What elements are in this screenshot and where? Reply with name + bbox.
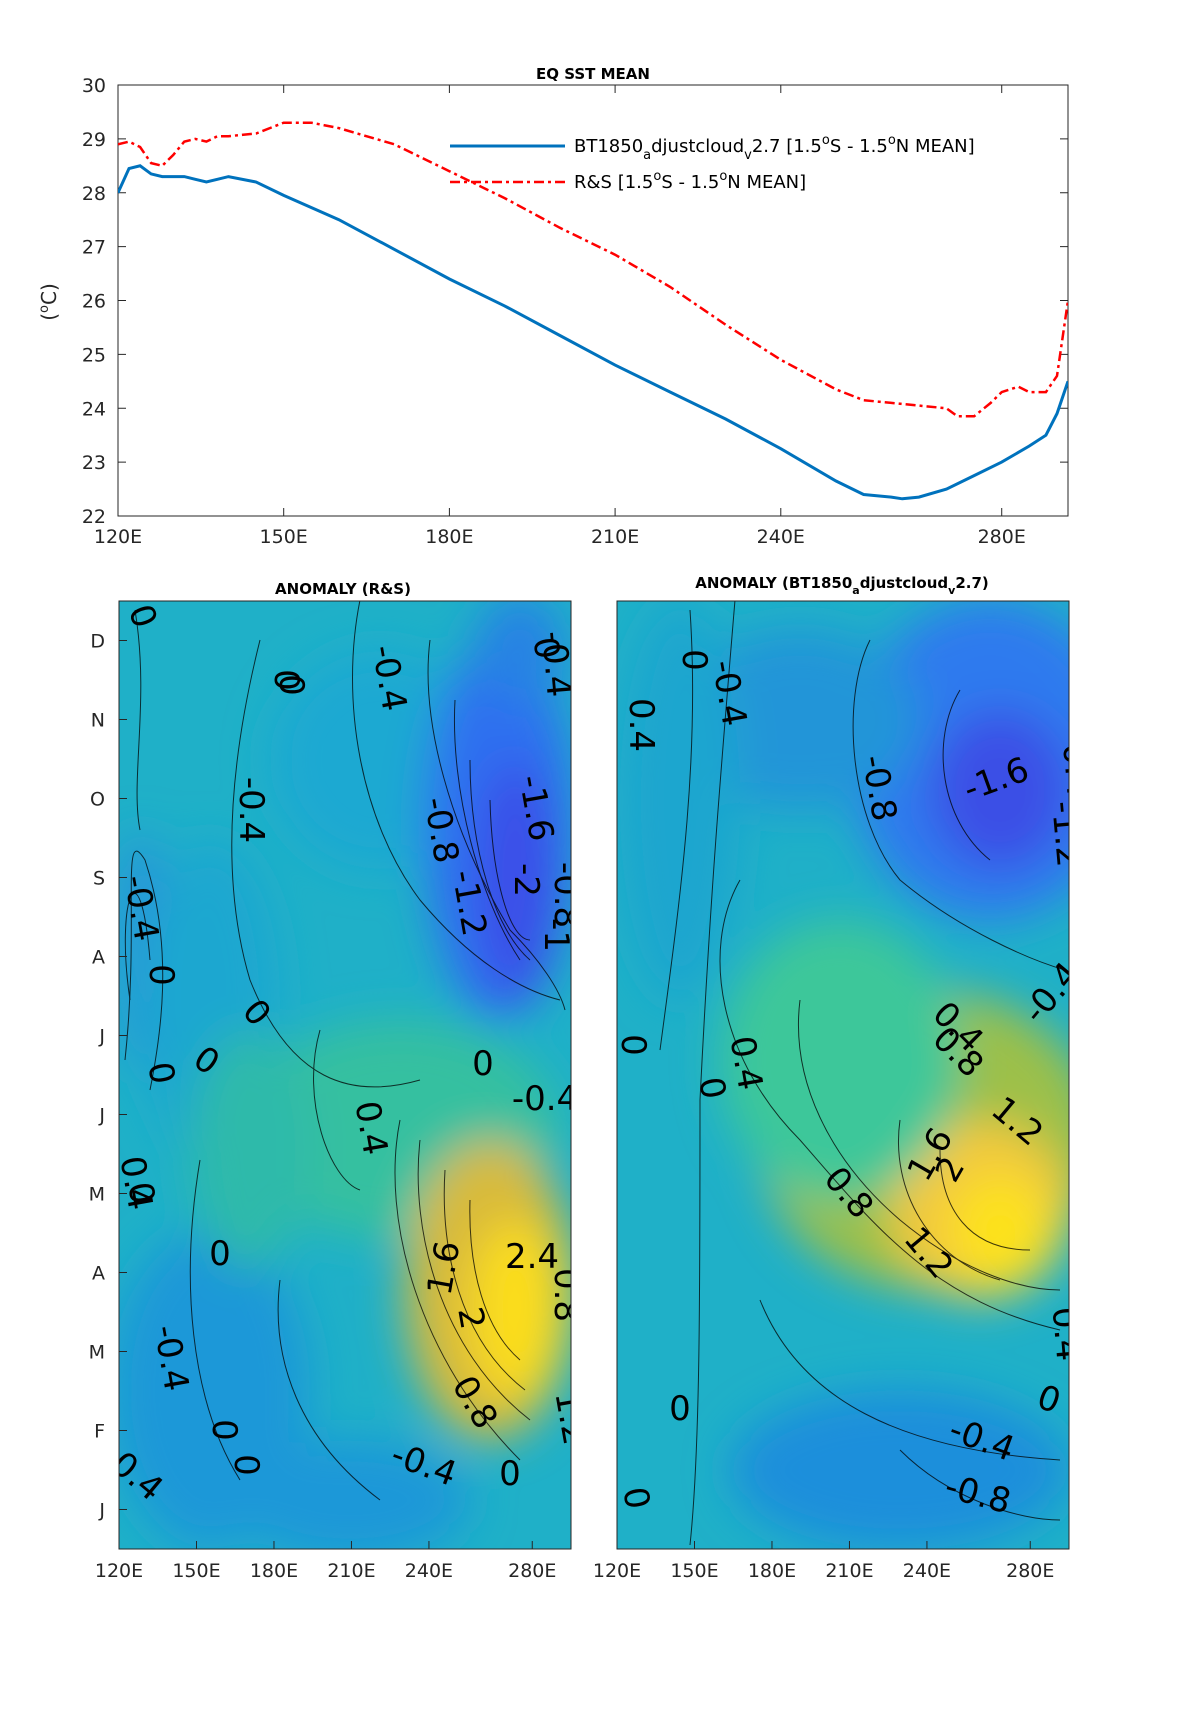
- sst-chart-title: EQ SST MEAN: [536, 65, 650, 83]
- sst-y-tick-label: 25: [82, 344, 106, 366]
- heatmap-x-tick-label: 120E: [593, 1560, 641, 1582]
- heatmap-x-tick-label: 150E: [670, 1560, 718, 1582]
- heatmap-y-tick-label: F: [94, 1421, 105, 1443]
- sst-y-tick-label: 27: [82, 237, 106, 259]
- contour-label: -1: [536, 918, 576, 952]
- contour-label: -0.4: [231, 777, 271, 843]
- contour-label: 0.4: [621, 698, 661, 752]
- sst-legend: BT1850adjustcloudv2.7 [1.5oS - 1.5oN MEA…: [450, 133, 975, 193]
- contour-label: 0: [472, 1044, 494, 1084]
- contour-label: -2: [506, 863, 546, 897]
- sst-y-tick-label: 23: [82, 452, 106, 474]
- contour-label: 0: [669, 1389, 691, 1429]
- contour-label: 0: [226, 1454, 266, 1476]
- series-line-bt1850: [118, 164, 1068, 501]
- sst-mean-chart: EQ SST MEAN 120E 150E 180E 210E 240E 280E 222…: [37, 65, 1069, 548]
- heatmap-y-tick-label: M: [89, 1184, 105, 1206]
- heatmap-x-tick-label: 240E: [903, 1560, 951, 1582]
- heatmap-x-tick-label: 280E: [508, 1560, 556, 1582]
- contour-label: 2.4: [505, 1237, 559, 1277]
- contour-label: 0: [613, 1034, 653, 1056]
- contour-label: 0: [674, 649, 714, 671]
- contour-label: 0: [204, 1419, 244, 1441]
- contour-label: -0.8: [546, 862, 586, 928]
- sst-y-tick-label: 28: [82, 183, 106, 205]
- contour-label: 0.4: [721, 1033, 770, 1093]
- heatmap-y-tick-label: J: [98, 1105, 105, 1127]
- anomaly-rs-title: ANOMALY (R&S): [275, 580, 411, 598]
- sst-x-tick-label: 150E: [260, 526, 308, 548]
- contour-label: 0.4: [1044, 1305, 1089, 1362]
- contour-label: 0: [499, 1454, 521, 1494]
- heatmap-y-tick-label: D: [90, 631, 105, 653]
- anomaly-bt1850-x-ticks: 120E 150E 180E 210E 240E 280E: [593, 1541, 1054, 1582]
- anomaly-rs-chart: ANOMALY (R&S): [89, 580, 586, 1582]
- heatmap-y-tick-label: J: [98, 1026, 105, 1048]
- heatmap-y-tick-label: S: [93, 868, 105, 890]
- heatmap-x-tick-label: 210E: [327, 1560, 375, 1582]
- contour-label: -1.2: [1043, 799, 1089, 869]
- heatmap-y-tick-label: M: [89, 1342, 105, 1364]
- anomaly-rs-x-ticks: 120E 150E 180E 210E 240E 280E: [95, 1541, 556, 1582]
- sst-x-tick-label: 210E: [591, 526, 639, 548]
- contour-label: -0.4: [1053, 729, 1099, 799]
- heatmap-y-tick-label: N: [91, 710, 105, 732]
- anomaly-bt1850-title: ANOMALY (BT1850adjustcloudv2.7): [695, 574, 989, 597]
- contour-label: 1.6: [420, 1238, 469, 1298]
- sst-x-tick-label: 240E: [757, 526, 805, 548]
- sst-y-ticks: 22 23 24 25 26 27 28 29 30: [82, 75, 1068, 528]
- sst-plot-area: [117, 84, 1069, 517]
- heatmap-x-tick-label: 180E: [250, 1560, 298, 1582]
- sst-y-tick-label: 26: [82, 291, 106, 313]
- heatmap-x-tick-label: 210E: [825, 1560, 873, 1582]
- heatmap-y-tick-label: O: [90, 789, 105, 811]
- sst-x-ticks: 120E 150E 180E 210E 240E 280E: [94, 85, 1026, 548]
- sst-y-tick-label: 22: [82, 506, 106, 528]
- heatmap-x-tick-label: 280E: [1006, 1560, 1054, 1582]
- sst-y-axis-label: (oC): [37, 283, 61, 321]
- heatmap-x-tick-label: 150E: [172, 1560, 220, 1582]
- heatmap-x-tick-label: 120E: [95, 1560, 143, 1582]
- heatmap-y-tick-label: J: [98, 1500, 105, 1522]
- legend-entry-bt1850: BT1850adjustcloudv2.7 [1.5oS - 1.5oN MEA…: [574, 133, 975, 163]
- contour-label: 0: [271, 674, 311, 696]
- anomaly-rs-y-ticks: J F M A M J J A S O N D: [89, 631, 127, 1522]
- sst-y-tick-label: 24: [82, 398, 106, 420]
- contour-label: 0: [209, 1234, 231, 1274]
- anomaly-bt1850-field: 0-0.40.4-0.8 -1.6-1.2-0.400.40-0.40.80.41…: [613, 601, 1099, 1549]
- heatmap-y-tick-label: A: [92, 947, 105, 969]
- contour-label: 0: [266, 669, 306, 691]
- contour-label: 0.4: [346, 1098, 395, 1158]
- anomaly-bt1850-chart: ANOMALY (BT1850adjustcloudv2.7): [593, 574, 1099, 1582]
- sst-x-tick-label: 180E: [425, 526, 473, 548]
- heatmap-y-tick-label: A: [92, 1263, 105, 1285]
- sst-y-tick-label: 30: [82, 75, 106, 97]
- sst-x-tick-label: 120E: [94, 526, 142, 548]
- contour-label: 0.8: [546, 1268, 586, 1322]
- contour-label: -0.4: [512, 1079, 578, 1119]
- heatmap-x-tick-label: 240E: [405, 1560, 453, 1582]
- series-line-rs: [118, 121, 1068, 418]
- sst-x-tick-label: 280E: [978, 526, 1026, 548]
- contour-label: -0.4: [533, 629, 579, 699]
- anomaly-rs-field: 0-0.400.4-0.40-0.8-1.2-1.6-2 -0.8-10-0.40…: [111, 601, 586, 1549]
- sst-y-tick-label: 29: [82, 129, 106, 151]
- contour-label: 0.4: [111, 1153, 160, 1213]
- contour-label: 0: [141, 964, 181, 986]
- legend-entry-rs: R&S [1.5oS - 1.5oN MEAN]: [574, 169, 806, 193]
- heatmap-x-tick-label: 180E: [748, 1560, 796, 1582]
